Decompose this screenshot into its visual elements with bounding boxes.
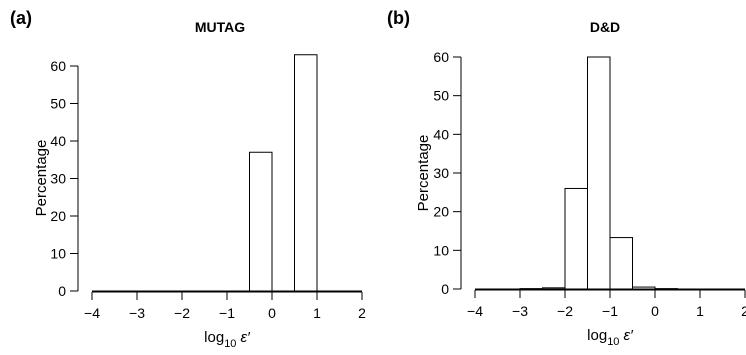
chart-title: D&D bbox=[590, 19, 620, 35]
histogram-bar bbox=[587, 56, 611, 290]
y-tick-label: 30 bbox=[50, 171, 66, 187]
y-tick-label: 20 bbox=[433, 204, 449, 220]
y-tick-label: 10 bbox=[50, 246, 66, 262]
x-axis-label-symbol: ε′ bbox=[240, 329, 251, 346]
x-axis-label: log10 ε′ bbox=[587, 327, 634, 348]
x-axis-label-symbol: ε′ bbox=[623, 327, 634, 344]
x-axis-label-subscript: 10 bbox=[607, 336, 619, 348]
x-tick-label: −4 bbox=[467, 303, 483, 319]
histogram-bar bbox=[249, 151, 273, 292]
y-tick-label: 60 bbox=[50, 58, 66, 74]
y-tick-label: 40 bbox=[433, 126, 449, 142]
histogram-bar bbox=[564, 187, 588, 290]
x-tick-label: 0 bbox=[268, 305, 276, 321]
y-tick-label: 20 bbox=[50, 208, 66, 224]
y-tick-label: 0 bbox=[441, 281, 449, 297]
x-tick-label: 0 bbox=[651, 303, 659, 319]
chart-panel-2: (b) D&D−4 −3 −2 −1 0 1 20102030405060Percentage… bbox=[387, 8, 746, 348]
x-tick-label: 2 bbox=[741, 303, 746, 319]
y-tick-label: 10 bbox=[433, 242, 449, 258]
y-tick-label: 40 bbox=[50, 133, 66, 149]
x-tick-label: −4 bbox=[84, 305, 100, 321]
x-tick-label: −2 bbox=[557, 303, 573, 319]
x-axis-label-subscript: 10 bbox=[224, 338, 236, 350]
x-axis-label-base: log bbox=[204, 329, 224, 346]
y-tick-label: 0 bbox=[58, 283, 66, 299]
x-tick-label: 1 bbox=[696, 303, 704, 319]
y-tick-label: 50 bbox=[50, 96, 66, 112]
x-tick-label: 2 bbox=[358, 305, 366, 321]
panel-label: (a) bbox=[10, 8, 32, 28]
y-tick-label: 30 bbox=[433, 165, 449, 181]
x-tick-label: −1 bbox=[602, 303, 618, 319]
x-tick-label: −3 bbox=[512, 303, 528, 319]
x-tick-label: 1 bbox=[313, 305, 321, 321]
y-tick-label: 50 bbox=[433, 88, 449, 104]
x-tick-label: −1 bbox=[219, 305, 235, 321]
chart-title: MUTAG bbox=[195, 19, 245, 35]
histogram-bar bbox=[609, 237, 633, 290]
y-tick-label: 60 bbox=[433, 49, 449, 65]
y-axis-label: Percentage bbox=[415, 135, 432, 212]
x-tick-label: −2 bbox=[174, 305, 190, 321]
histogram-bar bbox=[294, 54, 318, 292]
x-tick-label: −3 bbox=[129, 305, 145, 321]
chart-panel-1: (a) MUTAG−4 −3 −2 −1 0 1 20102030405060Percenta… bbox=[10, 8, 366, 350]
x-axis-label-base: log bbox=[587, 327, 607, 344]
panel-label: (b) bbox=[387, 8, 410, 28]
y-axis-label: Percentage bbox=[33, 140, 50, 217]
x-axis-label: log10 ε′ bbox=[204, 329, 251, 350]
